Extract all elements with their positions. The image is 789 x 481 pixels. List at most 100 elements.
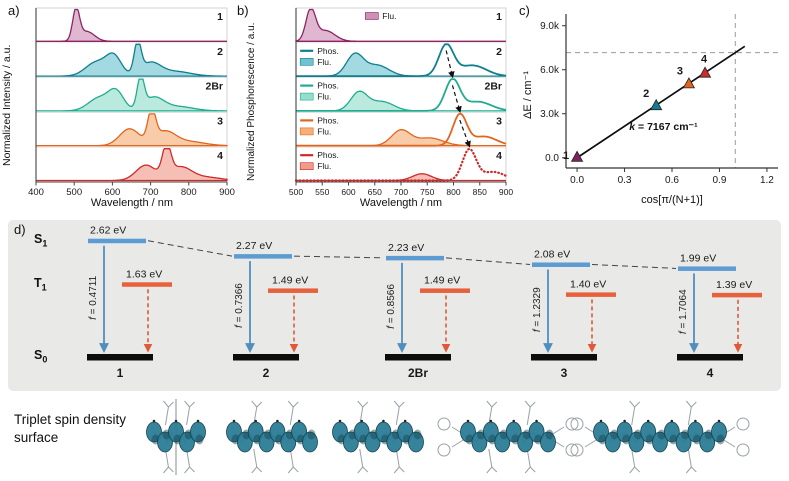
row-label-2: 2 — [217, 46, 223, 58]
s1-level-bar — [386, 255, 444, 261]
substituent-stick — [690, 401, 697, 408]
fluorescence-curve — [295, 8, 506, 42]
row-label-4: 4 — [217, 150, 223, 162]
spin-density-lobe — [494, 431, 511, 453]
panel-c-xlabel: cos[π/(N+1)] — [641, 194, 703, 206]
spin-density-lobe-core — [704, 429, 713, 440]
s0-state-label: S0 — [34, 348, 48, 365]
t1-energy-label: 1.40 eV — [570, 278, 606, 290]
legend-phos-label: Phos. — [317, 150, 339, 160]
substituent-stick — [629, 466, 636, 474]
triplet-spin-density-3 — [437, 400, 579, 474]
triplet-spin-density-2Br — [332, 400, 424, 474]
row-label-3: 3 — [496, 115, 502, 127]
substituent-stick — [486, 466, 493, 474]
energy-diagram: 2.62 eV 1.63 eV f = 0.4711 1 2.27 eV 1.49 eV f… — [87, 225, 762, 380]
x-tick-label: 600 — [341, 187, 355, 197]
s0-level-bar — [531, 354, 597, 361]
legend-flu-label: Flu. — [382, 11, 396, 21]
compound-2Br-levels: 2.23 eV 1.49 eV f = 0.8566 2Br — [385, 242, 470, 380]
s0-level-bar — [385, 354, 451, 361]
s1-energy-label: 2.62 eV — [90, 225, 126, 237]
row-label-2: 2 — [496, 46, 502, 58]
oscillator-strength-label: f = 1.2329 — [532, 287, 543, 332]
compound-2-levels: 2.27 eV 1.49 eV f = 0.7366 2 — [233, 240, 318, 380]
atom-dot — [297, 419, 301, 423]
spin-density-lobe-core — [488, 434, 497, 445]
legend-flu-label: Flu. — [317, 126, 331, 136]
panel-a-xlabel: Wavelength / nm — [90, 197, 174, 209]
spin-density-lobe-core — [716, 434, 725, 445]
compound-1-levels: 2.62 eV 1.63 eV f = 0.4711 1 — [87, 225, 172, 380]
legend-phos-label: Phos. — [317, 81, 339, 91]
fluorescence-curve — [36, 148, 228, 182]
panel-c-label: c) — [519, 3, 530, 18]
panel-a-chart: 1 2 2Br 3 4 400 500 600 700 800 900 — [28, 7, 235, 198]
atom-dot — [360, 419, 364, 423]
atom-dot — [254, 419, 258, 423]
triplet-spin-density-4 — [570, 400, 750, 474]
substituent-stick — [685, 400, 692, 408]
substituent-stick — [529, 401, 536, 408]
compound-label-2: 2 — [263, 366, 270, 380]
spectrum-row-2 — [36, 43, 227, 77]
energy-diagram-box — [8, 220, 781, 391]
spin-density-lobe-core — [633, 429, 642, 440]
t1-level-bar — [566, 292, 616, 297]
substituent-stick — [256, 466, 263, 473]
wing-ring — [437, 417, 451, 431]
t1-level-bar — [268, 288, 318, 293]
phosphorescence-curve — [296, 43, 507, 77]
spectrum-row-1 — [295, 8, 506, 42]
point-label-1: 1 — [563, 150, 569, 162]
panel-b-xlabel: Wavelength / nm — [359, 197, 443, 209]
spectrum-row-2Br — [36, 78, 227, 112]
legend-flu-swatch — [299, 162, 314, 170]
phosphorescence-curve — [294, 147, 508, 182]
point-label-3: 3 — [677, 65, 683, 77]
t1-level-bar — [712, 292, 762, 298]
fluorescence-curve — [36, 113, 228, 147]
fluorescence-curve — [36, 8, 227, 42]
spin-density-lobe — [652, 431, 668, 453]
s1-trend-dashed-line — [147, 240, 233, 257]
y-tick-label: 9.0k — [540, 21, 560, 32]
spin-density-lobe-core — [195, 434, 204, 445]
spin-density-lobe-core — [692, 434, 701, 445]
x-tick-label: 750 — [420, 187, 434, 197]
atom-dot — [489, 419, 493, 423]
atom-dot — [670, 419, 674, 423]
row-label-2Br: 2Br — [205, 81, 223, 93]
t1-energy-label: 1.49 eV — [424, 274, 460, 286]
legend-flu-swatch — [299, 57, 314, 66]
substituent-stick — [395, 448, 400, 468]
t1-energy-label: 1.63 eV — [126, 268, 162, 280]
atom-dot — [466, 419, 470, 423]
plot-frame — [35, 7, 228, 183]
compound-4-levels: 1.99 eV 1.39 eV f = 1.7064 4 — [677, 252, 762, 380]
compound-label-3: 3 — [561, 366, 568, 380]
legend-flu-label: Flu. — [317, 57, 331, 67]
spin-density-lobe — [280, 431, 297, 453]
phos-redshift-arrow — [459, 119, 471, 148]
substituent-stick — [163, 400, 169, 408]
oscillator-strength-label: f = 1.7064 — [678, 289, 689, 334]
substituent-stick — [253, 448, 258, 468]
spin-density-lobe — [675, 431, 692, 453]
fit-constant-annotation: k = 7167 cm⁻¹ — [629, 121, 698, 133]
spin-density-lobe — [157, 431, 173, 453]
spin-density-lobe — [699, 431, 716, 453]
substituent-stick — [634, 466, 641, 473]
wing-ring — [565, 443, 579, 457]
s1-level-bar — [234, 254, 292, 259]
legend-flu-swatch — [365, 12, 379, 20]
panel-d-label: d) — [14, 222, 26, 237]
substituent-stick — [251, 466, 258, 474]
atom-dot — [338, 419, 342, 423]
spin-density-lobe — [517, 431, 534, 453]
substituent-stick — [362, 401, 369, 408]
wing-ring — [570, 417, 584, 431]
oscillator-strength-label: f = 0.8566 — [386, 284, 397, 329]
x-tick-label: 1.2 — [760, 175, 774, 186]
x-tick-label: 500 — [66, 187, 82, 198]
